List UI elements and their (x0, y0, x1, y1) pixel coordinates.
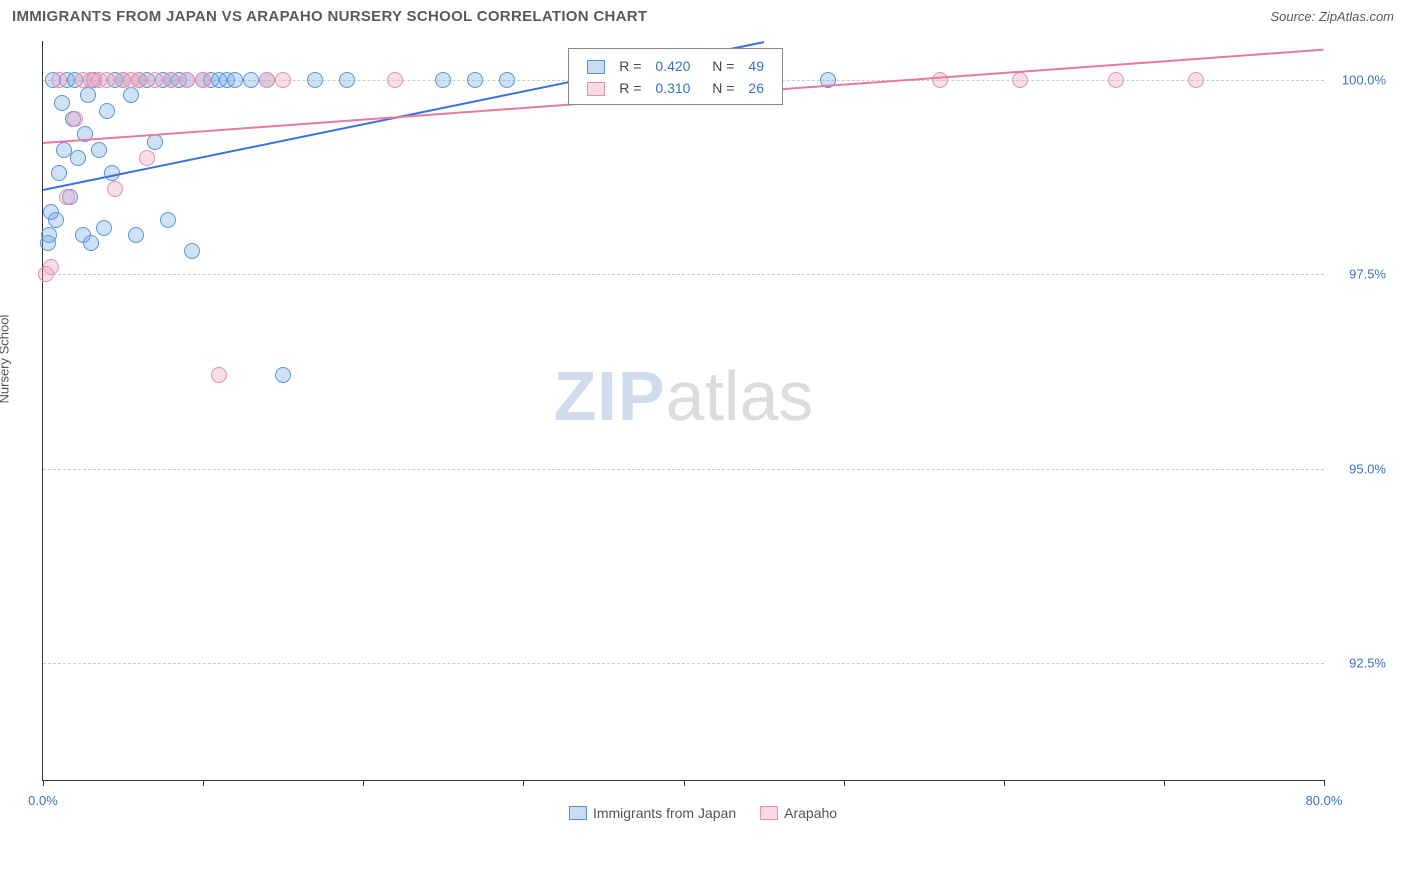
data-point-pink (1012, 72, 1028, 88)
data-point-blue (70, 150, 86, 166)
stats-legend: R =0.420 N =49 R =0.310 N =26 (568, 48, 783, 105)
x-tick (844, 780, 845, 786)
data-point-blue (243, 72, 259, 88)
data-point-blue (96, 220, 112, 236)
data-point-pink (1188, 72, 1204, 88)
data-point-blue (467, 72, 483, 88)
watermark: ZIPatlas (554, 356, 814, 436)
data-point-pink (179, 72, 195, 88)
data-point-blue (227, 72, 243, 88)
stats-n-label: N = (698, 55, 740, 75)
data-point-pink (275, 72, 291, 88)
legend-label-blue: Immigrants from Japan (593, 805, 736, 821)
y-axis-label: Nursery School (0, 315, 12, 404)
data-point-blue (160, 212, 176, 228)
data-point-blue (128, 227, 144, 243)
data-point-blue (275, 367, 291, 383)
stats-n-label: N = (698, 78, 740, 98)
gridline-h (43, 663, 1324, 664)
bottom-legend: Immigrants from Japan Arapaho (569, 805, 837, 821)
data-point-pink (387, 72, 403, 88)
data-point-pink (67, 111, 83, 127)
data-point-blue (41, 227, 57, 243)
legend-item-blue: Immigrants from Japan (569, 805, 736, 821)
legend-swatch-pink (760, 806, 778, 820)
stats-n-value-pink: 26 (742, 78, 770, 98)
stats-swatch-blue (587, 60, 605, 74)
x-tick (363, 780, 364, 786)
data-point-blue (99, 103, 115, 119)
stats-r-value-pink: 0.310 (649, 78, 696, 98)
data-point-blue (91, 142, 107, 158)
y-tick-label: 97.5% (1349, 267, 1386, 282)
stats-swatch-pink (587, 82, 605, 96)
data-point-blue (147, 134, 163, 150)
x-tick (684, 780, 685, 786)
stats-r-value-blue: 0.420 (649, 55, 696, 75)
data-point-pink (211, 367, 227, 383)
stats-r-label: R = (613, 78, 647, 98)
y-tick-label: 92.5% (1349, 656, 1386, 671)
data-point-blue (80, 87, 96, 103)
x-tick (43, 780, 44, 786)
chart-container: Nursery School ZIPatlas 92.5%95.0%97.5%1… (12, 31, 1394, 821)
plot-area: ZIPatlas 92.5%95.0%97.5%100.0%0.0%80.0%R… (42, 41, 1324, 781)
chart-source: Source: ZipAtlas.com (1270, 9, 1394, 24)
data-point-pink (59, 189, 75, 205)
data-point-pink (163, 72, 179, 88)
data-point-blue (184, 243, 200, 259)
x-tick (1164, 780, 1165, 786)
x-tick (203, 780, 204, 786)
gridline-h (43, 469, 1324, 470)
legend-swatch-blue (569, 806, 587, 820)
data-point-pink (107, 181, 123, 197)
y-tick-label: 100.0% (1342, 72, 1386, 87)
watermark-zip: ZIP (554, 357, 666, 435)
data-point-blue (48, 212, 64, 228)
y-tick-label: 95.0% (1349, 461, 1386, 476)
x-tick (1004, 780, 1005, 786)
data-point-pink (51, 72, 67, 88)
x-tick-label: 0.0% (28, 793, 58, 808)
data-point-blue (54, 95, 70, 111)
legend-item-pink: Arapaho (760, 805, 837, 821)
data-point-pink (195, 72, 211, 88)
x-tick (523, 780, 524, 786)
x-tick-label: 80.0% (1306, 793, 1343, 808)
stats-n-value-blue: 49 (742, 55, 770, 75)
gridline-h (43, 274, 1324, 275)
data-point-pink (147, 72, 163, 88)
chart-title: IMMIGRANTS FROM JAPAN VS ARAPAHO NURSERY… (12, 8, 647, 25)
data-point-pink (139, 150, 155, 166)
stats-r-label: R = (613, 55, 647, 75)
data-point-pink (932, 72, 948, 88)
data-point-blue (435, 72, 451, 88)
data-point-blue (339, 72, 355, 88)
data-point-blue (51, 165, 67, 181)
data-point-pink (99, 72, 115, 88)
data-point-pink (1108, 72, 1124, 88)
data-point-blue (499, 72, 515, 88)
data-point-blue (123, 87, 139, 103)
legend-label-pink: Arapaho (784, 805, 837, 821)
data-point-blue (83, 235, 99, 251)
data-point-pink (131, 72, 147, 88)
data-point-blue (307, 72, 323, 88)
data-point-pink (259, 72, 275, 88)
data-point-pink (38, 266, 54, 282)
chart-header: IMMIGRANTS FROM JAPAN VS ARAPAHO NURSERY… (0, 0, 1406, 31)
x-tick (1324, 780, 1325, 786)
watermark-atlas: atlas (666, 357, 814, 435)
